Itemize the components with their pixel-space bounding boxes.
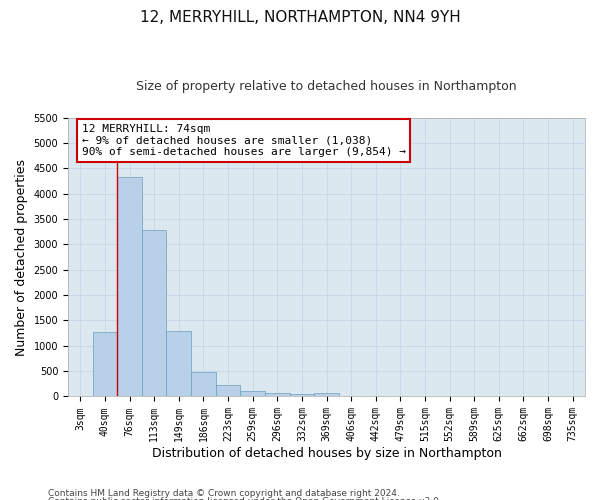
Bar — [166, 331, 191, 396]
Bar — [265, 393, 290, 396]
Bar — [92, 332, 117, 396]
Text: Contains public sector information licensed under the Open Government Licence v3: Contains public sector information licen… — [48, 497, 442, 500]
Y-axis label: Number of detached properties: Number of detached properties — [15, 158, 28, 356]
X-axis label: Distribution of detached houses by size in Northampton: Distribution of detached houses by size … — [152, 447, 502, 460]
Bar — [314, 394, 339, 396]
Bar — [142, 230, 166, 396]
Text: 12, MERRYHILL, NORTHAMPTON, NN4 9YH: 12, MERRYHILL, NORTHAMPTON, NN4 9YH — [140, 10, 460, 25]
Bar — [191, 372, 216, 396]
Text: Contains HM Land Registry data © Crown copyright and database right 2024.: Contains HM Land Registry data © Crown c… — [48, 488, 400, 498]
Bar — [117, 177, 142, 396]
Title: Size of property relative to detached houses in Northampton: Size of property relative to detached ho… — [136, 80, 517, 93]
Bar — [290, 394, 314, 396]
Bar — [241, 392, 265, 396]
Bar — [216, 385, 241, 396]
Text: 12 MERRYHILL: 74sqm
← 9% of detached houses are smaller (1,038)
90% of semi-deta: 12 MERRYHILL: 74sqm ← 9% of detached hou… — [82, 124, 406, 157]
